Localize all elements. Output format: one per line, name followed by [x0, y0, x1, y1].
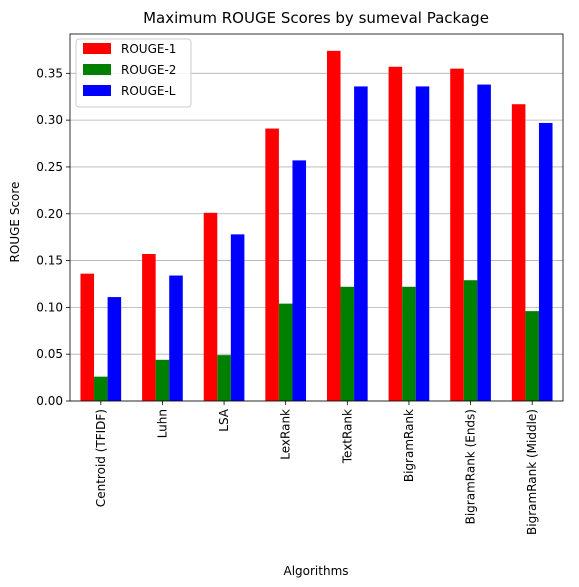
- bar-ROUGE-2-2: [217, 355, 231, 401]
- y-tick-label-2: 0.10: [36, 300, 63, 314]
- y-tick-label-7: 0.35: [36, 66, 63, 80]
- bar-ROUGE-1-2: [203, 212, 218, 401]
- bar-ROUGE-2-0: [94, 376, 108, 401]
- bar-ROUGE-2-7: [525, 311, 539, 401]
- y-tick-label-5: 0.25: [36, 160, 63, 174]
- bar-ROUGE-L-1: [169, 275, 183, 401]
- bar-ROUGE-1-3: [265, 128, 279, 402]
- x-tick-label-3: LexRank: [279, 409, 293, 460]
- bar-ROUGE-1-1: [142, 254, 156, 401]
- y-tick-label-6: 0.30: [36, 113, 63, 127]
- bar-ROUGE-1-6: [450, 68, 464, 401]
- x-tick-label-2: LSA: [217, 408, 231, 432]
- legend: ROUGE-1 ROUGE-2 ROUGE-L: [75, 38, 192, 108]
- bar-ROUGE-L-2: [230, 234, 245, 401]
- legend-swatch-ROUGE-L: [83, 85, 111, 96]
- chart-title: Maximum ROUGE Scores by sumeval Package: [143, 9, 489, 27]
- bar-ROUGE-2-1: [155, 359, 170, 401]
- legend-swatch-ROUGE-2: [83, 64, 111, 75]
- bar-ROUGE-L-6: [477, 84, 491, 401]
- x-tick-label-4: TextRank: [340, 409, 354, 464]
- x-axis-label: Algorithms: [283, 564, 348, 578]
- bar-ROUGE-L-5: [415, 86, 430, 401]
- y-ticks: 0.00 0.05 0.10 0.15 0.20 0.25 0.30 0.35: [36, 66, 70, 408]
- x-tick-label-7: BigramRank (Middle): [525, 409, 539, 535]
- y-tick-label-1: 0.05: [36, 347, 63, 361]
- bar-ROUGE-1-5: [388, 66, 403, 402]
- bar-ROUGE-2-4: [340, 286, 355, 401]
- bar-ROUGE-L-0: [107, 297, 122, 401]
- legend-swatch-ROUGE-1: [83, 43, 111, 54]
- bar-ROUGE-L-7: [538, 122, 553, 401]
- x-tick-label-0: Centroid (TFIDF): [94, 409, 108, 507]
- y-tick-label-0: 0.00: [36, 394, 63, 408]
- y-tick-label-3: 0.15: [36, 254, 63, 268]
- bar-ROUGE-L-4: [354, 86, 368, 401]
- axes: [69, 33, 564, 402]
- bar-ROUGE-1-4: [326, 50, 341, 401]
- bar-ROUGE-1-0: [80, 273, 95, 401]
- y-tick-label-4: 0.20: [36, 207, 63, 221]
- x-tick-label-1: Luhn: [155, 409, 169, 438]
- legend-label-ROUGE-L: ROUGE-L: [121, 84, 176, 98]
- bar-ROUGE-2-6: [463, 280, 478, 401]
- plot-frame: [69, 33, 564, 402]
- x-ticks: Centroid (TFIDF) Luhn LSA LexRank TextRank Bi…: [94, 401, 539, 535]
- bar-ROUGE-1-7: [511, 104, 526, 402]
- bar-ROUGE-2-3: [278, 303, 293, 401]
- legend-label-ROUGE-1: ROUGE-1: [121, 42, 176, 56]
- bars: [80, 50, 553, 402]
- x-tick-label-6: BigramRank (Ends): [464, 409, 478, 524]
- legend-label-ROUGE-2: ROUGE-2: [121, 63, 176, 77]
- bar-ROUGE-L-3: [292, 160, 307, 401]
- x-tick-label-5: BigramRank: [402, 409, 416, 482]
- y-axis-label: ROUGE Score: [8, 182, 22, 263]
- bar-ROUGE-2-5: [402, 286, 416, 401]
